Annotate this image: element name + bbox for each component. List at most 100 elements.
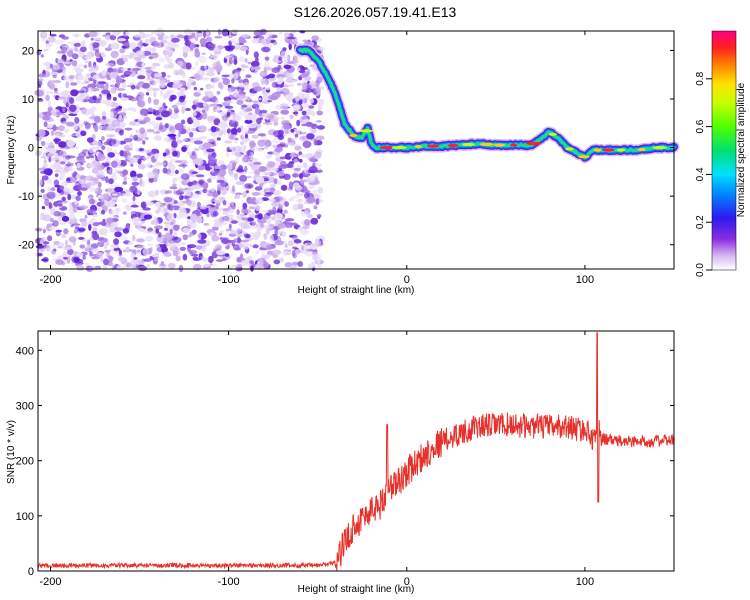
noise-speckle	[168, 62, 175, 69]
noise-speckle	[280, 50, 288, 59]
noise-speckle	[139, 177, 143, 186]
noise-speckle	[54, 152, 59, 157]
noise-speckle	[85, 96, 90, 100]
noise-speckle	[263, 93, 269, 101]
noise-speckle	[154, 152, 159, 160]
noise-speckle	[96, 140, 102, 148]
noise-speckle	[98, 152, 103, 156]
noise-speckle	[236, 99, 244, 105]
noise-speckle	[41, 30, 47, 38]
noise-speckle	[89, 187, 99, 193]
noise-speckle	[167, 161, 174, 168]
noise-speckle	[145, 69, 154, 74]
x-tick-label: 100	[576, 274, 594, 286]
noise-speckle	[89, 250, 93, 257]
noise-speckle	[228, 57, 233, 65]
noise-speckle	[176, 91, 186, 97]
noise-speckle	[89, 155, 95, 159]
noise-speckle	[123, 71, 133, 75]
noise-speckle	[305, 242, 314, 246]
noise-speckle	[233, 122, 238, 129]
noise-speckle	[89, 148, 94, 153]
noise-speckle	[300, 131, 307, 135]
noise-speckle	[57, 245, 63, 249]
noise-speckle	[108, 255, 114, 263]
noise-speckle	[194, 36, 199, 42]
noise-speckle	[210, 85, 215, 88]
noise-speckle	[310, 217, 319, 225]
noise-speckle	[117, 38, 127, 42]
spectrogram-y-ticks: -20 -10 0 10 20	[18, 45, 674, 252]
noise-speckle	[63, 75, 70, 81]
noise-speckle	[174, 70, 183, 74]
noise-speckle	[286, 36, 296, 40]
noise-speckle	[110, 87, 117, 94]
noise-speckle	[77, 184, 82, 190]
noise-speckle	[132, 234, 136, 242]
noise-speckle	[245, 74, 252, 78]
noise-speckle	[207, 128, 212, 132]
noise-speckle	[238, 79, 244, 83]
noise-speckle	[317, 125, 325, 130]
y-tick-label: 20	[22, 45, 34, 57]
noise-speckle	[76, 265, 85, 271]
noise-speckle	[67, 248, 74, 256]
noise-speckle	[55, 133, 61, 140]
noise-speckle	[236, 215, 243, 219]
noise-speckle	[288, 181, 294, 189]
noise-speckle	[164, 227, 168, 231]
noise-speckle	[167, 139, 174, 142]
noise-speckle	[249, 232, 256, 238]
noise-speckle	[158, 125, 167, 133]
noise-speckle	[203, 90, 213, 95]
noise-speckle	[161, 41, 171, 48]
noise-speckle	[215, 173, 223, 177]
noise-speckle	[152, 87, 160, 92]
noise-speckle	[182, 46, 190, 53]
noise-speckle	[178, 187, 183, 194]
x-tick-label: 0	[404, 274, 410, 286]
noise-speckle	[45, 244, 51, 252]
noise-speckle	[308, 182, 317, 186]
noise-speckle	[34, 89, 44, 97]
noise-speckle	[55, 193, 60, 199]
noise-speckle	[246, 199, 255, 205]
noise-speckle	[202, 182, 209, 190]
noise-speckle	[246, 113, 252, 121]
noise-speckle	[100, 256, 104, 263]
noise-speckle	[58, 141, 67, 148]
noise-speckle	[236, 89, 242, 93]
ridge-hotspot	[602, 148, 615, 152]
noise-speckle	[125, 262, 132, 268]
noise-speckle	[40, 140, 46, 146]
noise-speckle	[43, 168, 53, 176]
noise-speckle	[276, 153, 281, 161]
noise-speckle	[205, 72, 216, 77]
noise-speckle	[198, 55, 207, 64]
noise-speckle	[292, 204, 299, 211]
noise-speckle	[211, 235, 220, 242]
noise-speckle	[110, 50, 119, 59]
noise-speckle	[79, 205, 89, 210]
noise-speckle	[284, 201, 289, 207]
noise-speckle	[301, 110, 307, 116]
colorbar-tick-label: 0.8	[695, 71, 706, 85]
noise-speckle	[209, 53, 213, 60]
noise-speckle	[138, 227, 145, 232]
noise-speckle	[268, 211, 276, 215]
noise-speckle	[294, 145, 302, 151]
noise-speckle	[87, 86, 94, 93]
noise-speckle	[45, 42, 51, 49]
spectrogram-x-label: Height of straight line (km)	[298, 285, 415, 296]
y-tick-label: 10	[22, 94, 34, 106]
noise-speckle	[197, 32, 203, 38]
noise-speckle	[117, 69, 124, 74]
noise-speckle	[242, 65, 249, 69]
noise-speckle	[40, 188, 45, 193]
noise-speckle	[153, 91, 157, 98]
noise-speckle	[226, 112, 231, 118]
noise-speckle	[150, 42, 155, 46]
noise-speckle	[136, 173, 143, 178]
noise-speckle	[311, 261, 317, 265]
noise-speckle	[284, 93, 294, 101]
